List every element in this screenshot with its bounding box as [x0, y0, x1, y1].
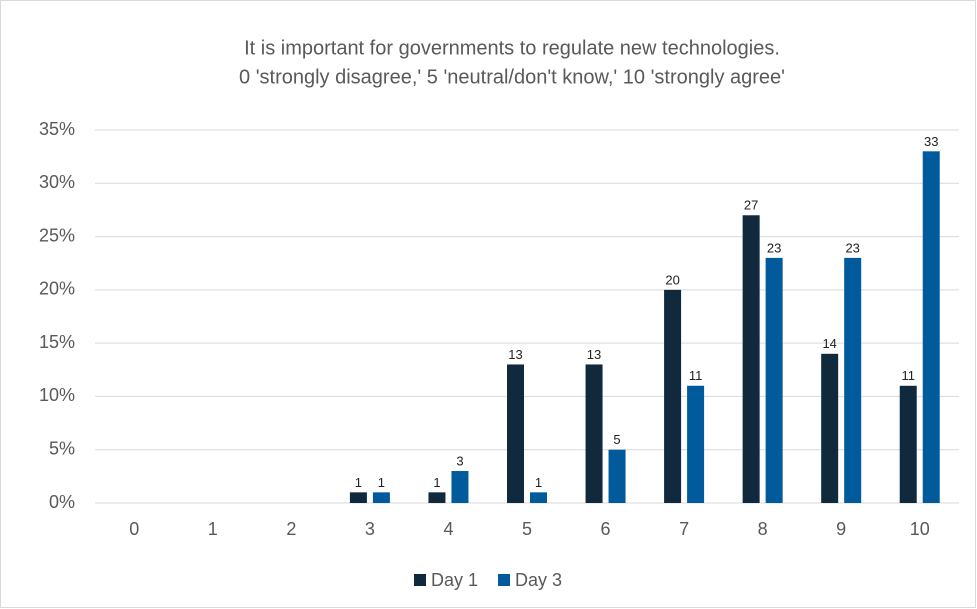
data-label: 23: [767, 240, 781, 255]
legend-swatch: [498, 574, 511, 586]
data-label: 27: [744, 198, 758, 213]
data-label: 3: [456, 453, 463, 468]
y-tick-label: 25%: [39, 225, 75, 245]
data-label: 13: [587, 347, 601, 362]
x-tick-label: 4: [443, 519, 453, 539]
bar: [821, 353, 839, 503]
bar: [922, 151, 940, 504]
bar: [687, 385, 705, 503]
x-tick-label: 3: [365, 519, 375, 539]
data-label: 11: [689, 368, 703, 383]
bar: [608, 449, 626, 503]
data-label: 20: [665, 272, 679, 287]
x-tick-label: 6: [601, 519, 611, 539]
bar: [664, 289, 682, 503]
bar: [585, 364, 603, 503]
x-tick-label: 10: [910, 519, 930, 539]
y-tick-label: 20%: [39, 279, 75, 299]
data-label: 23: [845, 240, 859, 255]
y-tick-label: 0%: [49, 492, 75, 512]
data-label: 11: [901, 368, 915, 383]
chart-title: It is important for governments to regul…: [244, 37, 780, 59]
x-tick-label: 0: [129, 519, 139, 539]
data-label: 14: [822, 336, 836, 351]
data-label: 1: [433, 475, 440, 490]
data-label: 1: [535, 475, 542, 490]
data-label: 5: [613, 432, 620, 447]
data-label: 13: [508, 347, 522, 362]
bar: [530, 492, 547, 503]
y-tick-label: 30%: [39, 172, 75, 192]
bar: [428, 492, 446, 503]
bar: [844, 257, 862, 503]
data-label: 33: [924, 134, 938, 149]
bar: [507, 364, 524, 503]
bar: [742, 215, 760, 503]
legend-swatch: [414, 574, 426, 586]
bar: [451, 471, 469, 503]
y-tick-label: 15%: [39, 332, 75, 352]
bar: [899, 385, 917, 503]
y-tick-label: 10%: [39, 385, 75, 405]
x-tick-label: 8: [758, 519, 768, 539]
y-tick-label: 35%: [39, 119, 75, 139]
bar: [349, 492, 367, 503]
y-tick-label: 5%: [49, 438, 75, 458]
legend-label: Day 1: [431, 570, 478, 590]
x-tick-label: 7: [679, 519, 689, 539]
x-tick-label: 5: [522, 519, 532, 539]
x-tick-label: 9: [836, 519, 846, 539]
x-tick-label: 2: [286, 519, 296, 539]
chart-subtitle: 0 'strongly disagree,' 5 'neutral/don't …: [239, 66, 785, 88]
bar: [765, 257, 783, 503]
bar: [372, 492, 390, 503]
data-label: 1: [378, 475, 385, 490]
legend-label: Day 3: [515, 570, 562, 590]
x-tick-label: 1: [208, 519, 218, 539]
data-label: 1: [355, 475, 362, 490]
